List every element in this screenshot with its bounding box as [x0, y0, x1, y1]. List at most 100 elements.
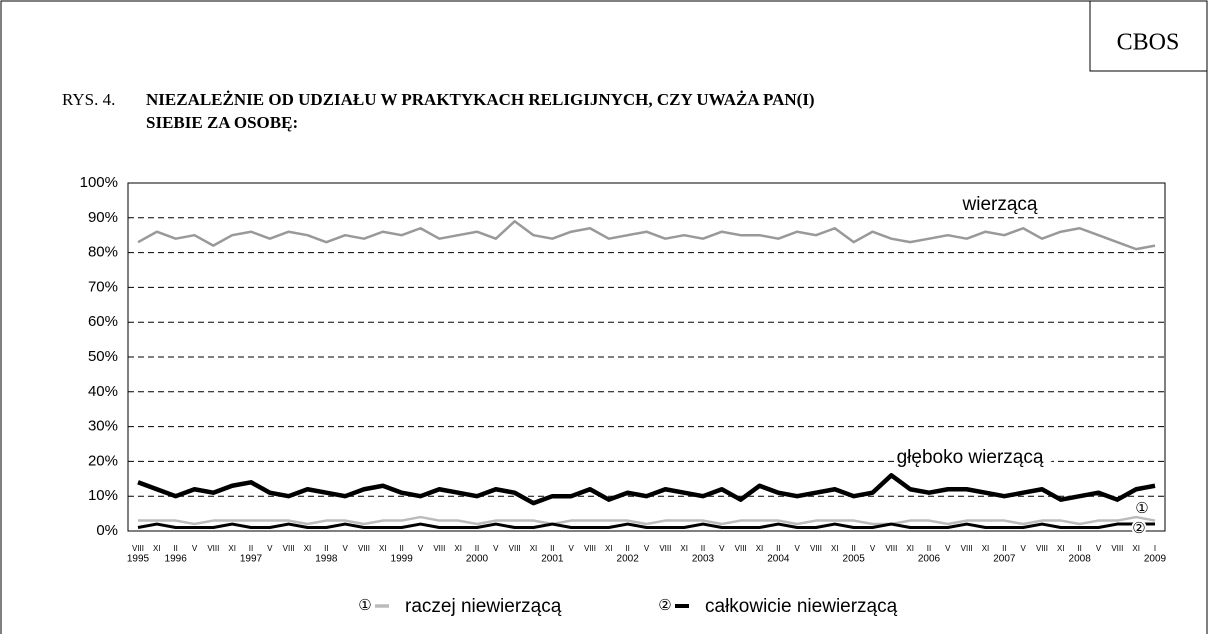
- year-label: 2003: [692, 554, 715, 565]
- x-tick-label: II: [399, 544, 403, 553]
- x-tick-label: II: [1077, 544, 1081, 553]
- y-tick-label: 90%: [88, 209, 118, 226]
- series-line: [137, 522, 1155, 530]
- y-tick-label: 30%: [88, 418, 118, 435]
- badge: CBOS: [1117, 30, 1180, 56]
- legend-marker: ①: [358, 597, 371, 614]
- year-label: 2005: [843, 554, 866, 565]
- x-tick-label: VIII: [509, 544, 521, 553]
- x-tick-label: V: [342, 544, 348, 553]
- y-tick-label: 100%: [80, 174, 118, 191]
- x-tick-label: XI: [1057, 544, 1065, 553]
- x-tick-label: II: [173, 544, 177, 553]
- x-tick-label: V: [794, 544, 800, 553]
- x-tick-label: V: [719, 544, 725, 553]
- x-tick-label: II: [550, 544, 554, 553]
- x-tick-label: V: [568, 544, 574, 553]
- x-tick-label: VIII: [358, 544, 370, 553]
- x-tick-label: V: [1096, 544, 1102, 553]
- series-label: głęboko wierzącą: [897, 447, 1044, 468]
- x-tick-label: XI: [228, 544, 236, 553]
- x-tick-label: V: [267, 544, 273, 553]
- year-label: 2004: [767, 554, 790, 565]
- x-tick-label: VIII: [885, 544, 897, 553]
- year-label: 1996: [165, 554, 188, 565]
- badge-box: [1089, 0, 1208, 72]
- x-tick-label: II: [776, 544, 780, 553]
- y-tick-label: 60%: [88, 313, 118, 330]
- x-tick-label: VIII: [283, 544, 295, 553]
- x-tick-label: II: [324, 544, 328, 553]
- x-tick-label: VIII: [132, 544, 144, 553]
- title: SIEBIE ZA OSOBĘ:: [146, 113, 298, 132]
- year-label: 1995: [127, 554, 150, 565]
- year-label: 2000: [466, 554, 489, 565]
- x-tick-label: II: [927, 544, 931, 553]
- x-tick-label: VIII: [659, 544, 671, 553]
- x-tick-label: VIII: [735, 544, 747, 553]
- x-tick-label: XI: [304, 544, 312, 553]
- year-label: 2001: [541, 554, 564, 565]
- x-tick-label: XI: [680, 544, 688, 553]
- x-tick-label: VIII: [961, 544, 973, 553]
- x-tick-label: II: [1002, 544, 1006, 553]
- series-label: wierzącą: [962, 194, 1038, 215]
- year-label: 2006: [918, 554, 941, 565]
- series-marker: ①: [1135, 500, 1148, 517]
- x-tick-label: XI: [831, 544, 839, 553]
- x-tick-label: II: [625, 544, 629, 553]
- x-tick-label: XI: [530, 544, 538, 553]
- x-tick-label: XI: [454, 544, 462, 553]
- y-tick-label: 20%: [88, 452, 118, 469]
- x-tick-label: XI: [153, 544, 161, 553]
- x-tick-label: II: [701, 544, 705, 553]
- x-tick-label: VIII: [1036, 544, 1048, 553]
- x-tick-label: II: [851, 544, 855, 553]
- x-tick-label: VIII: [810, 544, 822, 553]
- x-tick-label: VIII: [433, 544, 445, 553]
- year-label: 2009: [1144, 554, 1167, 565]
- x-tick-label: XI: [906, 544, 914, 553]
- y-tick-label: 80%: [88, 244, 118, 261]
- year-label: 2008: [1069, 554, 1092, 565]
- x-tick-label: V: [870, 544, 876, 553]
- year-label: 1997: [240, 554, 263, 565]
- year-label: 1998: [315, 554, 338, 565]
- x-tick-label: II: [475, 544, 479, 553]
- year-label: 1999: [391, 554, 414, 565]
- title: NIEZALEŻNIE OD UDZIAŁU W PRAKTYKACH RELI…: [146, 90, 815, 109]
- x-tick-label: V: [1020, 544, 1026, 553]
- x-tick-label: V: [192, 544, 198, 553]
- x-tick-label: V: [493, 544, 499, 553]
- x-tick-label: XI: [1132, 544, 1140, 553]
- x-tick-label: XI: [982, 544, 990, 553]
- series-line: [138, 515, 1156, 526]
- y-tick-label: 50%: [88, 348, 118, 365]
- x-tick-label: V: [644, 544, 650, 553]
- x-tick-label: XI: [379, 544, 387, 553]
- y-tick-label: 40%: [88, 383, 118, 400]
- year-label: 2002: [617, 554, 640, 565]
- x-tick-label: VIII: [584, 544, 596, 553]
- series-line: [137, 220, 1156, 251]
- legend-label: całkowicie niewierzącą: [705, 596, 898, 617]
- x-tick-label: XI: [605, 544, 613, 553]
- x-tick-label: VIII: [1111, 544, 1123, 553]
- legend-label: raczej niewierzącą: [405, 596, 562, 617]
- legend-marker: ②: [658, 597, 671, 614]
- series-marker: ②: [1132, 520, 1145, 537]
- x-tick-label: XI: [756, 544, 764, 553]
- x-tick-label: I: [1154, 544, 1156, 553]
- x-tick-label: V: [945, 544, 951, 553]
- year-label: 2007: [993, 554, 1016, 565]
- x-tick-label: VIII: [207, 544, 219, 553]
- y-tick-label: 10%: [88, 487, 118, 504]
- figure-no: RYS. 4.: [62, 90, 115, 109]
- y-tick-label: 70%: [88, 278, 118, 295]
- x-tick-label: V: [418, 544, 424, 553]
- series-line: [137, 473, 1156, 506]
- y-tick-label: 0%: [96, 522, 118, 539]
- x-tick-label: II: [249, 544, 253, 553]
